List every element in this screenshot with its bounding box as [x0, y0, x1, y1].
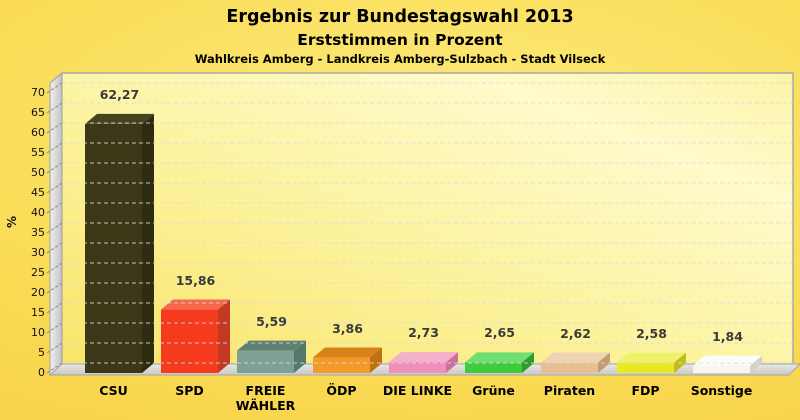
ytick-label-55: 55	[31, 146, 45, 159]
ytick-label-30: 30	[31, 246, 45, 259]
bar-csu-front-face	[85, 123, 142, 373]
ytick-mark-35	[46, 222, 63, 234]
bar-spd-top-face	[161, 299, 230, 310]
ytick-label-10: 10	[31, 326, 45, 339]
bar-freie-waehler-front-face	[237, 350, 294, 373]
value-label-fdp: 2,58	[636, 325, 667, 341]
bar-die-linke-side-face	[446, 352, 458, 373]
ytick-label-25: 25	[31, 266, 45, 279]
chart-subtitle: Wahlkreis Amberg - Landkreis Amberg-Sulz…	[194, 52, 606, 66]
bar-die-linke	[389, 352, 458, 373]
bar-freie-waehler	[237, 340, 306, 373]
bar-piraten-front-face	[541, 362, 598, 373]
value-label-gruene: 2,65	[484, 325, 515, 341]
category-label-oedp: ÖDP	[326, 383, 357, 398]
ytick-mark-5	[46, 342, 63, 354]
ytick-label-40: 40	[31, 206, 45, 219]
ytick-mark-20	[46, 282, 63, 294]
ytick-label-65: 65	[31, 106, 45, 119]
bar-csu	[85, 113, 154, 374]
ytick-mark-15	[46, 302, 63, 314]
value-label-sonstige: 1,84	[712, 328, 743, 344]
ytick-mark-25	[46, 262, 63, 274]
category-label-die-linke: DIE LINKE	[382, 383, 453, 398]
ytick-label-45: 45	[31, 186, 45, 199]
category-label-fdp: FDP	[631, 383, 660, 398]
bar-die-linke-front-face	[389, 362, 446, 373]
bar-freie-waehler-top-face	[237, 340, 306, 351]
category-label-csu: CSU	[99, 383, 128, 398]
ytick-label-20: 20	[31, 286, 45, 299]
bar-sonstige	[693, 355, 762, 373]
ytick-label-50: 50	[31, 166, 45, 179]
chart-title-line2: Erststimmen in Prozent	[297, 31, 503, 49]
bar-spd-side-face	[218, 299, 230, 373]
wall-border	[62, 72, 794, 364]
bar-gruene-front-face	[465, 362, 522, 373]
value-label-spd: 15,86	[175, 272, 216, 288]
ytick-mark-40	[46, 202, 63, 214]
value-label-csu: 62,27	[99, 86, 140, 102]
ytick-label-60: 60	[31, 126, 45, 139]
ytick-mark-60	[46, 122, 63, 134]
bar-die-linke-top-face	[389, 352, 458, 363]
bar-oedp-side-face	[370, 347, 382, 373]
bar-sonstige-side-face	[750, 355, 762, 373]
category-label-spd: SPD	[175, 383, 204, 398]
ytick-mark-30	[46, 242, 63, 254]
ytick-mark-70	[46, 82, 63, 94]
ytick-label-70: 70	[31, 86, 45, 99]
bar-piraten-top-face	[541, 352, 610, 363]
bar-oedp-top-face	[313, 347, 382, 358]
bar-fdp-top-face	[617, 352, 686, 363]
ytick-label-0: 0	[38, 366, 45, 379]
bar-sonstige-top-face	[693, 355, 762, 366]
ytick-label-15: 15	[31, 306, 45, 319]
bar-oedp-front-face	[313, 357, 370, 373]
value-label-die-linke: 2,73	[408, 325, 439, 341]
bar-sonstige-front-face	[693, 365, 750, 373]
value-label-piraten: 2,62	[560, 325, 591, 341]
chart-title-line1: Ergebnis zur Bundestagswahl 2013	[226, 7, 574, 27]
ytick-mark-10	[46, 322, 63, 334]
ytick-mark-55	[46, 142, 63, 154]
ytick-mark-65	[46, 102, 63, 114]
ytick-label-35: 35	[31, 226, 45, 239]
bars	[85, 113, 762, 374]
ytick-mark-50	[46, 162, 63, 174]
ytick-mark-45	[46, 182, 63, 194]
bar-fdp-front-face	[617, 362, 674, 373]
ytick-label-5: 5	[38, 346, 45, 359]
value-label-freie-waehler: 5,59	[256, 313, 287, 329]
bar-spd	[161, 299, 230, 373]
gridlines	[46, 82, 793, 374]
category-label-gruene: Grüne	[472, 383, 515, 398]
bar-oedp	[313, 347, 382, 373]
bar-freie-waehler-side-face	[294, 340, 306, 373]
value-label-oedp: 3,86	[332, 320, 363, 336]
category-label-piraten: Piraten	[543, 383, 596, 398]
ytick-mark-0	[46, 362, 63, 374]
bar-gruene-top-face	[465, 352, 534, 363]
chart-header: Ergebnis zur Bundestagswahl 2013 Erststi…	[0, 5, 800, 67]
category-label-sonstige: Sonstige	[690, 383, 753, 398]
bar-csu-top-face	[85, 113, 154, 124]
category-label-freie-waehler: FREIE WÄHLER	[235, 383, 296, 413]
bar-spd-front-face	[161, 309, 218, 373]
